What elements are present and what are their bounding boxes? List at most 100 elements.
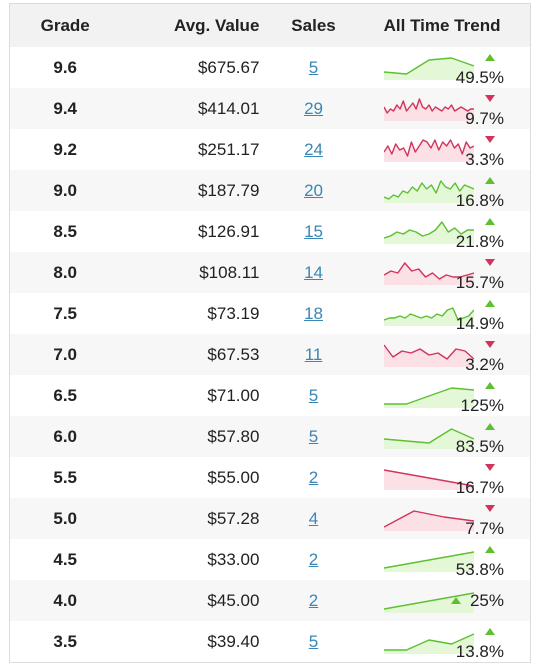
change-percent: 9.7%: [465, 108, 504, 128]
sparkline-area: [383, 551, 474, 572]
sparkline-area: [383, 510, 474, 531]
sales-cell: 5: [261, 416, 365, 457]
change-percent: 7.7%: [465, 518, 504, 538]
grade-cell: 9.6: [53, 57, 77, 77]
sales-count-link[interactable]: 5: [308, 385, 319, 405]
sales-count-link[interactable]: 5: [308, 57, 319, 77]
sales-cell: 4: [261, 498, 365, 539]
trend-down-arrow-icon: [485, 258, 495, 266]
table-row: 9.2 $251.17 24 3.3%: [10, 129, 530, 170]
trend-cell: [366, 621, 474, 662]
trend-down-arrow-icon: [485, 94, 495, 102]
trend-up-arrow-icon: [485, 422, 495, 430]
grade-cell: 5.0: [53, 508, 77, 528]
grade-cell: 8.5: [53, 221, 77, 241]
sales-count-link[interactable]: 24: [304, 139, 323, 159]
trend-down-arrow-icon: [485, 340, 495, 348]
trend-sparkline: [383, 261, 474, 285]
avg-value-cell: $39.40: [207, 631, 260, 651]
sales-count-link[interactable]: 5: [308, 426, 319, 446]
change-percent: 25%: [469, 590, 504, 610]
sparkline-area: [383, 98, 474, 121]
sales-count-link[interactable]: 11: [304, 344, 323, 364]
change-cell: 25%: [448, 580, 530, 621]
grade-cell: 7.5: [53, 303, 77, 323]
sales-cell: 2: [261, 457, 365, 498]
avg-value-cell: $71.00: [207, 385, 260, 405]
trend-sparkline: [383, 138, 474, 162]
table-row: 9.0 $187.79 20 16.8%: [10, 170, 530, 211]
sales-count-link[interactable]: 15: [304, 221, 323, 241]
table-header-row: Grade Avg. Value Sales All Time Trend: [10, 4, 530, 47]
sales-count-link[interactable]: 18: [304, 303, 323, 323]
avg-value-cell: $73.19: [207, 303, 260, 323]
change-percent: 15.7%: [455, 272, 504, 292]
table-row: 3.5 $39.40 5 13.8%: [10, 621, 530, 662]
header-grade: Grade: [40, 15, 90, 35]
trend-cell: [366, 375, 474, 416]
avg-value-cell: $67.53: [207, 344, 260, 364]
change-percent: 125%: [460, 395, 504, 415]
sparkline-line: [383, 550, 474, 569]
sparkline-area: [383, 139, 474, 162]
avg-value-cell: $55.00: [207, 467, 260, 487]
sales-cell: 2: [261, 580, 365, 621]
trend-cell: [366, 47, 474, 88]
trend-up-arrow-icon: [485, 217, 495, 225]
sales-cell: 14: [261, 252, 365, 293]
grade-cell: 9.4: [53, 98, 77, 118]
trend-cell: [366, 498, 474, 539]
sparkline-area: [383, 428, 474, 449]
change-cell: 16.8%: [448, 170, 530, 211]
sales-count-link[interactable]: 20: [304, 180, 323, 200]
sales-cell: 2: [261, 539, 365, 580]
grade-cell: 9.0: [53, 180, 77, 200]
sales-cell: 29: [261, 88, 365, 129]
sales-count-link[interactable]: 2: [308, 467, 319, 487]
trend-cell: [366, 88, 474, 129]
avg-value-cell: $414.01: [197, 98, 260, 118]
change-percent: 49.5%: [455, 67, 504, 87]
avg-value-cell: $57.80: [207, 426, 260, 446]
trend-cell: [366, 457, 474, 498]
change-percent: 13.8%: [455, 641, 504, 661]
sales-cell: 5: [261, 375, 365, 416]
sales-count-link[interactable]: 29: [304, 98, 323, 118]
change-cell: 125%: [448, 375, 530, 416]
sales-cell: 15: [261, 211, 365, 252]
trend-sparkline: [383, 97, 474, 121]
sales-count-link[interactable]: 14: [304, 262, 323, 282]
change-percent: 16.8%: [455, 190, 504, 210]
sparkline-line: [383, 179, 474, 200]
trend-up-arrow-icon: [485, 299, 495, 307]
table-row: 8.0 $108.11 14 15.7%: [10, 252, 530, 293]
header-sales: Sales: [291, 15, 336, 35]
table-body: 9.6 $675.67 5 49.5% 9.4 $414.01 29 9.7% 9.2 $251.…: [10, 47, 530, 662]
sparkline-line: [383, 56, 474, 75]
sales-cell: 11: [261, 334, 365, 375]
change-percent: 83.5%: [455, 436, 504, 456]
change-cell: 9.7%: [448, 88, 530, 129]
sales-count-link[interactable]: 5: [308, 631, 319, 651]
header-all-time-trend: All Time Trend: [383, 15, 501, 35]
sparkline-line: [383, 468, 474, 487]
table-row: 4.5 $33.00 2 53.8%: [10, 539, 530, 580]
change-cell: 13.8%: [448, 621, 530, 662]
avg-value-cell: $45.00: [207, 590, 260, 610]
sales-count-link[interactable]: 2: [308, 590, 319, 610]
trend-up-arrow-icon: [485, 627, 495, 635]
table-row: 5.5 $55.00 2 16.7%: [10, 457, 530, 498]
sparkline-line: [383, 306, 474, 321]
change-cell: 7.7%: [448, 498, 530, 539]
sales-count-link[interactable]: 2: [308, 549, 319, 569]
sales-count-link[interactable]: 4: [308, 508, 319, 528]
trend-up-arrow-icon: [485, 53, 495, 61]
sparkline-line: [383, 220, 474, 239]
change-percent: 21.8%: [455, 231, 504, 251]
grade-cell: 5.5: [53, 467, 77, 487]
table-row: 7.0 $67.53 11 3.2%: [10, 334, 530, 375]
grade-cell: 4.5: [53, 549, 77, 569]
sales-by-grade-table: Grade Avg. Value Sales All Time Trend 9.…: [9, 3, 531, 663]
change-cell: 15.7%: [448, 252, 530, 293]
sparkline-line: [383, 344, 474, 360]
